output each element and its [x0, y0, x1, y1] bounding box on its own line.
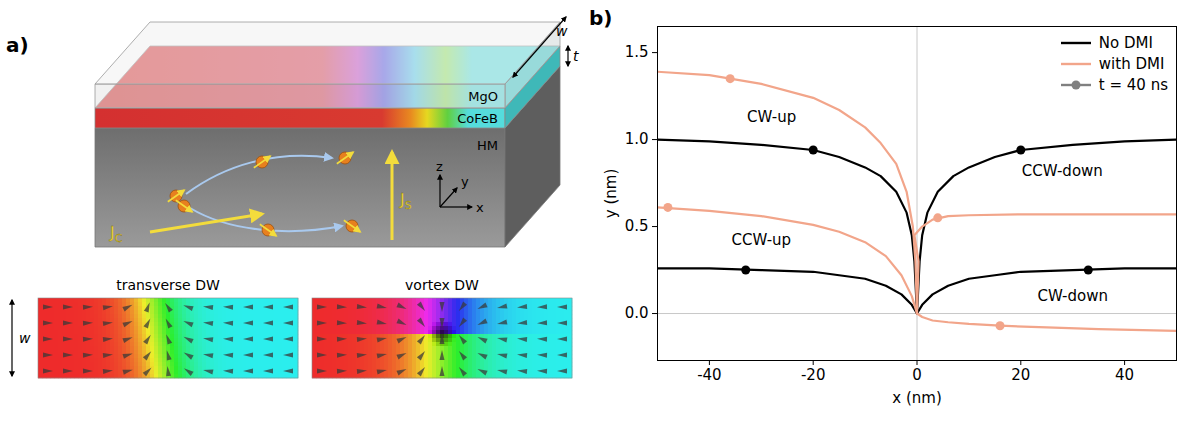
- svg-text:1.5: 1.5: [625, 43, 649, 61]
- svg-text:y: y: [461, 174, 469, 189]
- svg-text:x: x: [476, 200, 484, 215]
- svg-text:CCW-up: CCW-up: [731, 231, 791, 249]
- svg-text:0: 0: [912, 366, 922, 384]
- html-text:t = 40 ns: t = 40 ns: [1098, 75, 1168, 94]
- html-text:b): b): [589, 6, 613, 30]
- svg-text:0.5: 0.5: [625, 217, 649, 235]
- svg-text:w: w: [19, 330, 31, 346]
- svg-text:HM: HM: [477, 138, 498, 153]
- svg-text:MgO: MgO: [468, 89, 498, 104]
- svg-text:w: w: [556, 23, 568, 39]
- svg-text:transverse DW: transverse DW: [116, 277, 220, 293]
- svg-text:CCW-down: CCW-down: [1022, 162, 1103, 180]
- svg-text:CW-up: CW-up: [747, 108, 796, 126]
- svg-text:40: 40: [1115, 366, 1134, 384]
- svg-text:-40: -40: [697, 366, 722, 384]
- svg-text:-20: -20: [801, 366, 826, 384]
- svg-text:x (nm): x (nm): [892, 389, 941, 407]
- svg-text:CW-down: CW-down: [1037, 287, 1108, 305]
- svg-text:JS: JS: [399, 190, 412, 212]
- svg-text:0.0: 0.0: [625, 304, 649, 322]
- svg-text:CoFeB: CoFeB: [457, 111, 498, 126]
- svg-text:y (nm): y (nm): [602, 169, 620, 218]
- svg-text:a): a): [6, 33, 29, 57]
- svg-text:1.0: 1.0: [625, 130, 649, 148]
- svg-text:JC: JC: [109, 223, 123, 245]
- svg-text:t: t: [573, 48, 579, 64]
- svg-text:vortex DW: vortex DW: [405, 277, 479, 293]
- html-text:No DMI: No DMI: [1098, 33, 1153, 52]
- svg-text:z: z: [436, 159, 443, 174]
- html-text:with DMI: with DMI: [1098, 54, 1165, 73]
- svg-text:20: 20: [1011, 366, 1030, 384]
